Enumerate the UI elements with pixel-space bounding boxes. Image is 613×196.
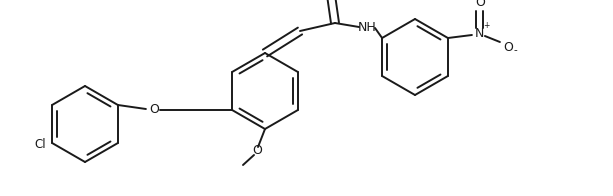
Text: Cl: Cl xyxy=(34,139,46,152)
Text: O: O xyxy=(252,144,262,158)
Text: O: O xyxy=(503,41,513,54)
Text: +: + xyxy=(483,21,489,30)
Text: NH: NH xyxy=(357,21,376,34)
Text: -: - xyxy=(514,45,517,55)
Text: O: O xyxy=(475,0,485,8)
Text: N: N xyxy=(475,26,485,40)
Text: O: O xyxy=(149,103,159,115)
